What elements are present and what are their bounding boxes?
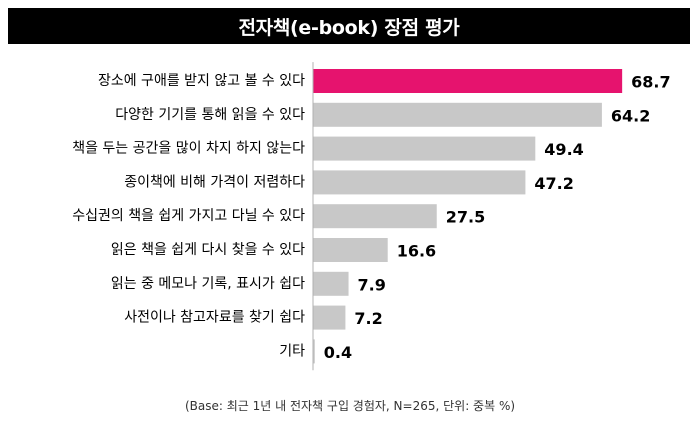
- value-label: 0.4: [324, 343, 352, 362]
- bar: [313, 69, 623, 93]
- value-label: 27.5: [446, 208, 485, 227]
- bar: [313, 136, 536, 161]
- category-label: 종이책에 비해 가격이 저렴하다: [124, 174, 305, 190]
- value-label: 7.9: [358, 275, 386, 294]
- value-label: 47.2: [534, 174, 573, 193]
- bar: [313, 305, 346, 330]
- value-label: 7.2: [354, 309, 382, 328]
- value-label: 16.6: [397, 242, 436, 261]
- value-label: 49.4: [544, 140, 583, 159]
- bar: [313, 170, 526, 195]
- category-label: 다양한 기기를 통해 읽을 수 있다: [115, 107, 305, 123]
- category-label: 기타: [279, 343, 305, 359]
- category-label: 사전이나 참고자료를 찾기 쉽다: [124, 310, 305, 326]
- bar: [313, 339, 315, 364]
- category-label: 책을 두는 공간을 많이 차지 하지 않는다: [72, 141, 305, 157]
- category-label: 읽은 책을 쉽게 다시 찾을 수 있다: [111, 242, 305, 258]
- category-label: 읽는 중 메모나 기록, 표시가 쉽다: [111, 276, 305, 292]
- value-label: 68.7: [631, 73, 670, 92]
- bar: [313, 204, 437, 229]
- bar: [313, 271, 349, 296]
- chart-footnote: (Base: 최근 1년 내 전자책 구입 경험자, N=265, 단위: 중복…: [184, 399, 516, 413]
- value-label: 64.2: [611, 106, 650, 125]
- category-label: 장소에 구애를 받지 않고 볼 수 있다: [98, 73, 305, 89]
- chart-title: 전자책(e-book) 장점 평가: [8, 8, 690, 44]
- category-label: 수십권의 책을 쉽게 가지고 다닐 수 있다: [72, 208, 305, 224]
- bar: [313, 238, 388, 262]
- bar: [313, 102, 602, 127]
